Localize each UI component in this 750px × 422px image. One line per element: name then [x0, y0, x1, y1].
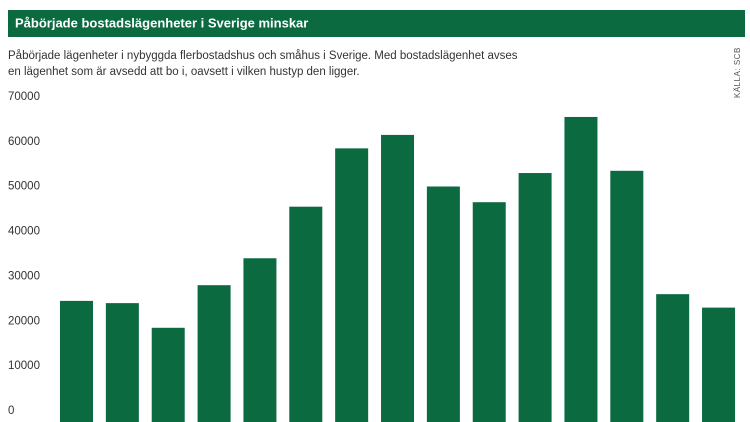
subtitle: en lägenhet som är avsedd att bo i, oavs… — [8, 66, 360, 78]
y-tick-label: 40000 — [8, 226, 40, 238]
y-tick-label: 0 — [8, 405, 14, 417]
bar — [381, 134, 415, 422]
y-tick-label: 10000 — [8, 360, 40, 372]
bar — [105, 303, 139, 422]
source: KÄLLA: SCB — [733, 47, 742, 98]
subtitle: Påbörjade lägenheter i nybyggda flerbost… — [8, 50, 518, 62]
bar — [426, 186, 460, 422]
bar — [564, 116, 598, 422]
chart-title: Påbörjade bostadslägenheter i Sverige mi… — [15, 15, 308, 30]
bar — [335, 148, 369, 422]
y-tick-label: 70000 — [8, 91, 40, 103]
bar — [197, 285, 231, 422]
bar — [289, 206, 323, 422]
y-tick-label: 20000 — [8, 315, 40, 327]
bar — [243, 258, 277, 422]
bar — [518, 173, 552, 422]
bar — [610, 170, 644, 422]
bar — [151, 327, 185, 422]
bar — [472, 202, 506, 422]
y-tick-label: 50000 — [8, 181, 40, 193]
y-tick-label: 30000 — [8, 270, 40, 282]
bar — [702, 307, 736, 422]
bar — [60, 300, 93, 422]
y-tick-label: 60000 — [8, 136, 40, 148]
title-bar — [8, 10, 745, 37]
bar — [656, 294, 690, 422]
